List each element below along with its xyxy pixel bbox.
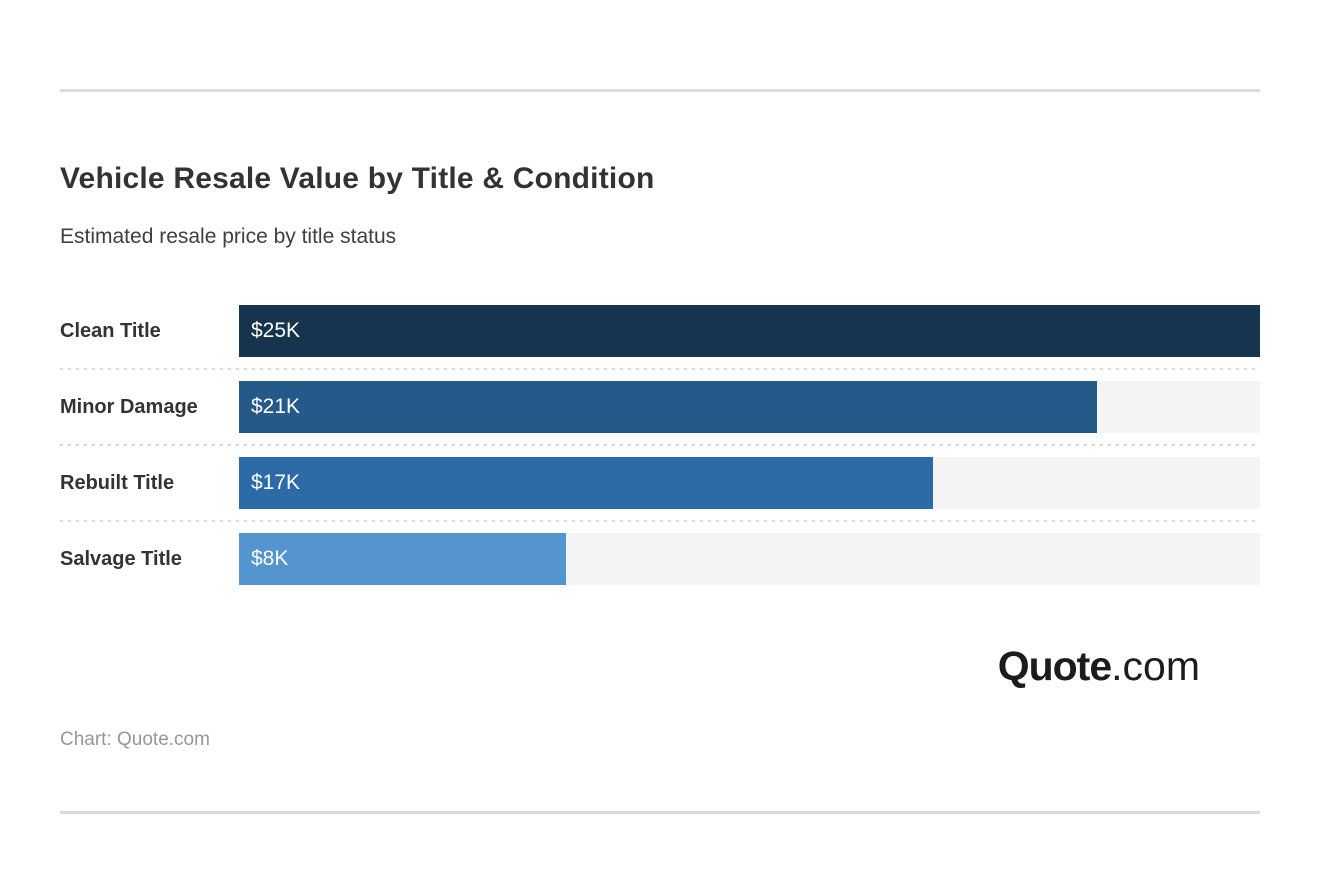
logo-secondary-text: .com (1111, 643, 1200, 689)
bar: $25K (239, 305, 1260, 357)
category-label: Rebuilt Title (60, 471, 175, 494)
category-label: Salvage Title (60, 547, 182, 570)
bar-track: $25K (239, 305, 1260, 357)
page: Vehicle Resale Value by Title & Conditio… (0, 89, 1320, 814)
bar: $17K (239, 457, 934, 509)
row-separator (60, 368, 1260, 370)
bar-track: $21K (239, 381, 1260, 433)
logo-primary-text: Quote (997, 643, 1112, 689)
row-separator (60, 520, 1260, 522)
bar-track: $8K (239, 533, 1260, 585)
category-label: Minor Damage (60, 395, 198, 418)
row-separator (60, 444, 1260, 446)
bar-value-label: $8K (251, 547, 289, 570)
bar-value-label: $25K (251, 319, 301, 342)
logo-row: Quote.com (60, 643, 1260, 699)
chart-title: Vehicle Resale Value by Title & Conditio… (60, 162, 655, 195)
chart-row: Minor Damage $21K (60, 381, 1260, 433)
bottom-divider (60, 811, 1260, 814)
bar-track: $17K (239, 457, 1260, 509)
chart-row: Salvage Title $8K (60, 533, 1260, 585)
quote-logo: Quote.com (998, 643, 1200, 689)
bar-value-label: $21K (251, 395, 301, 418)
bar: $8K (239, 533, 566, 585)
chart-subtitle: Estimated resale price by title status (60, 225, 397, 248)
category-label: Clean Title (60, 319, 161, 342)
bar-chart: Clean Title $25K Minor Damage $21K Rebuilt T… (60, 305, 1260, 585)
bar-value-label: $17K (251, 471, 301, 494)
top-divider (60, 89, 1260, 92)
attribution: Chart: Quote.com (60, 729, 210, 750)
chart-row: Clean Title $25K (60, 305, 1260, 357)
chart-row: Rebuilt Title $17K (60, 457, 1260, 509)
bar: $21K (239, 381, 1097, 433)
